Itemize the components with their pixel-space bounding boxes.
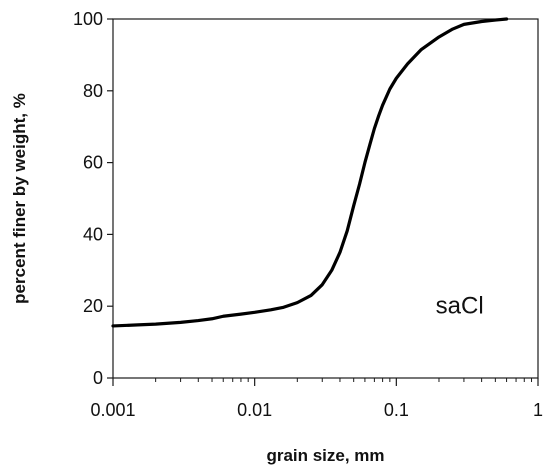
y-tick-label: 0	[93, 368, 103, 388]
y-tick-label: 40	[83, 224, 103, 244]
x-axis-title: grain size, mm	[266, 446, 384, 465]
y-tick-label: 20	[83, 296, 103, 316]
y-axis-title: percent finer by weight, %	[10, 93, 29, 304]
plot-area	[112, 18, 539, 379]
y-axis: 0 20 40 60 80 100	[73, 9, 113, 388]
soil-class-annotation: saCl	[436, 292, 484, 319]
x-tick-label: 0.01	[237, 400, 272, 420]
y-tick-label: 80	[83, 81, 103, 101]
x-axis: 0.001 0.01 0.1 1	[90, 378, 543, 420]
x-tick-label: 0.001	[90, 400, 135, 420]
gradation-curve	[111, 17, 509, 328]
x-tick-label: 1	[533, 400, 543, 420]
plot-border	[112, 18, 539, 379]
x-tick-label: 0.1	[384, 400, 409, 420]
y-tick-label: 60	[83, 153, 103, 173]
y-tick-label: 100	[73, 9, 103, 29]
